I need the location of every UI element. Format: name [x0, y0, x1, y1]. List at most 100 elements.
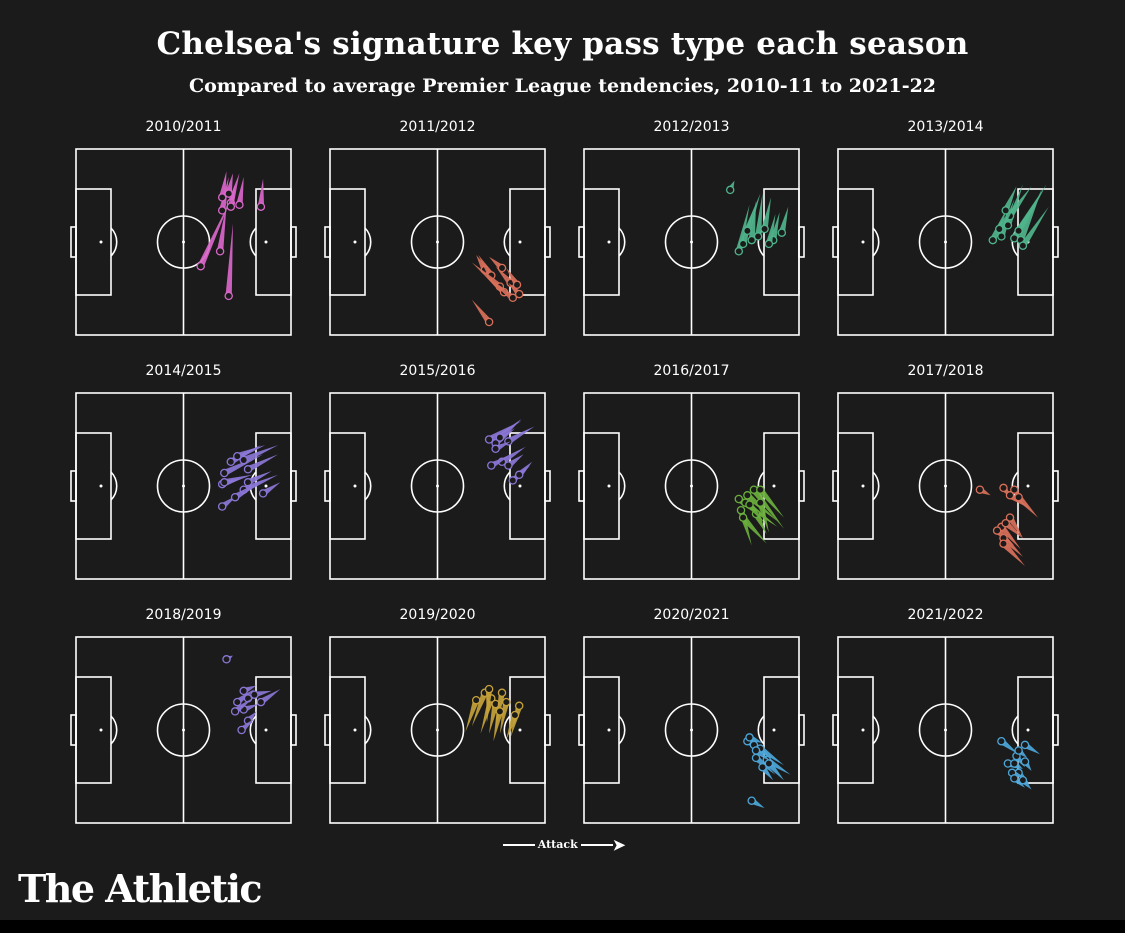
pass-line [1020, 206, 1049, 248]
pass-start-marker [743, 491, 752, 500]
pass-line [999, 524, 1021, 550]
pass-line [233, 480, 264, 500]
pass-line [246, 454, 279, 473]
pass-line [735, 204, 750, 252]
pass-line [1016, 495, 1038, 518]
pass-start-marker [512, 280, 522, 290]
season-label: 2011/2012 [400, 119, 476, 135]
pass-start-marker [995, 224, 1004, 234]
pass-start-marker [734, 247, 744, 256]
pass-start-marker [484, 684, 494, 694]
pitch-panel: 2015/2016 [324, 363, 551, 580]
attack-direction-label: Attack ➤ [0, 836, 1125, 854]
pass-start-marker [777, 228, 787, 237]
pass-start-marker [992, 526, 1002, 535]
pass-line [499, 701, 510, 734]
pass-start-marker [256, 202, 266, 211]
season-label: 2016/2017 [654, 363, 730, 379]
pass-start-marker [999, 539, 1008, 548]
season-label: 2019/2020 [400, 607, 476, 623]
season-label: 2014/2015 [146, 363, 222, 379]
pass-start-marker [743, 226, 752, 236]
pass-line [497, 419, 522, 441]
pass-line [225, 173, 233, 195]
pass-start-marker [217, 193, 227, 202]
pass-start-marker [1005, 513, 1015, 522]
pass-line [223, 454, 264, 476]
pass-start-marker [747, 796, 756, 805]
pass-line [1002, 186, 1017, 212]
pitch-markings [832, 392, 1059, 580]
pass-start-marker [1014, 492, 1023, 502]
pass-start-marker [734, 494, 744, 504]
pass-start-marker [504, 461, 513, 470]
pass-start-marker [256, 697, 266, 707]
pitch-markings [324, 392, 551, 580]
pass-line [751, 487, 784, 529]
pass-start-marker [497, 688, 507, 698]
pass-start-marker [988, 235, 998, 245]
attack-line [580, 844, 613, 846]
pass-start-marker [239, 686, 248, 696]
pass-line [257, 178, 265, 207]
pitch-panel: 2017/2018 [832, 363, 1059, 580]
season-label: 2021/2022 [908, 607, 984, 623]
pitch-markings [578, 148, 805, 336]
pass-start-marker [502, 697, 511, 707]
pass-start-marker [1001, 518, 1010, 528]
pass-start-marker [760, 224, 769, 234]
pass-start-marker [1001, 206, 1010, 215]
pass-start-marker [758, 762, 767, 772]
pass-start-marker [738, 513, 748, 522]
pitch-panel: 2010/2011 [70, 119, 297, 336]
pass-start-marker [196, 261, 205, 271]
pass-line [219, 171, 227, 198]
pass-start-marker [237, 725, 246, 735]
pass-line [778, 206, 789, 234]
pass-line [242, 445, 279, 463]
pass-start-marker [975, 485, 985, 494]
pass-start-marker [484, 317, 494, 327]
pass-start-marker [235, 200, 244, 210]
pass-start-marker [753, 232, 763, 241]
season-label: 2013/2014 [908, 119, 984, 135]
pass-start-marker [756, 498, 765, 507]
pass-line [1007, 186, 1032, 218]
pitch-markings [578, 392, 805, 580]
pass-start-marker [1010, 485, 1019, 494]
pass-start-marker [226, 457, 236, 467]
pass-start-marker [736, 505, 746, 515]
pitch-panel: 2019/2020 [324, 607, 551, 824]
pass-start-marker [747, 235, 756, 245]
pass-start-marker [764, 239, 774, 249]
pitch-panel: 2016/2017 [578, 363, 805, 580]
pass-line [758, 746, 784, 766]
pass-start-marker [1018, 241, 1028, 250]
pass-start-marker [508, 293, 518, 303]
pass-line [493, 710, 503, 742]
pitch-panel: 2012/2013 [578, 119, 805, 336]
pass-line [216, 204, 227, 252]
pass-start-marker [751, 746, 761, 755]
pass-line [761, 197, 771, 230]
chart-subtitle: Compared to average Premier League tende… [188, 75, 937, 97]
pitch-panel: 2021/2022 [832, 607, 1059, 824]
pass-start-marker [487, 461, 496, 470]
publisher-logo: The Athletic [18, 866, 263, 911]
pitch-markings [70, 392, 297, 580]
pass-start-marker [222, 655, 231, 664]
pitch-panel: 2018/2019 [70, 607, 297, 824]
pass-start-marker [495, 707, 505, 716]
season-label: 2010/2011 [146, 119, 222, 135]
pass-line [485, 688, 493, 723]
pass-line [996, 202, 1017, 231]
attack-line [502, 844, 535, 846]
season-label: 2017/2018 [908, 363, 984, 379]
pass-start-marker [756, 485, 765, 494]
pass-line [500, 446, 526, 465]
pass-start-marker [1014, 226, 1023, 236]
pass-line [506, 426, 535, 445]
pass-line [236, 176, 244, 206]
pass-line [510, 705, 523, 738]
